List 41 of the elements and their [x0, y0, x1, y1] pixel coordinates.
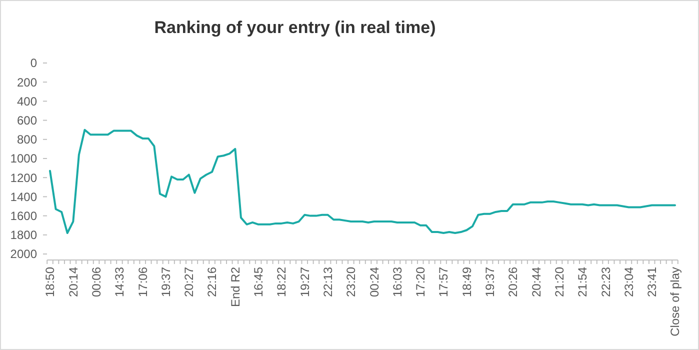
y-tick-label: 2000 [10, 247, 38, 262]
x-tick-label: 21:54 [576, 266, 590, 298]
x-tick-label: 19:37 [483, 266, 498, 298]
chart-title: Ranking of your entry (in real time) [154, 18, 436, 37]
line-series [49, 128, 676, 234]
x-tick-label: 18:49 [460, 266, 474, 298]
y-tick-label: 1600 [10, 209, 38, 223]
x-tick-label: 18:50 [43, 266, 58, 298]
y-tick-label: 400 [16, 94, 38, 108]
x-tick-label: 23:04 [622, 266, 636, 298]
y-tick-label: 200 [16, 75, 38, 90]
x-tick-label: 16:03 [390, 266, 404, 298]
x-tick-label: 17:06 [136, 266, 150, 298]
x-tick-label: 22:13 [320, 266, 335, 298]
x-tick-label: 18:22 [274, 266, 289, 298]
x-tick-label: 20:14 [66, 266, 80, 298]
y-tick-label: 1800 [10, 228, 38, 242]
y-tick-label: 600 [16, 114, 38, 128]
x-tick-label: 21:20 [552, 266, 566, 298]
y-tick-label: 1400 [10, 190, 38, 204]
x-tick-label: 17:57 [436, 266, 451, 298]
y-tick-label: 1200 [10, 170, 38, 185]
x-tick-label: End R2 [228, 266, 242, 308]
y-tick-label: 1000 [10, 152, 38, 166]
x-tick-label: 14:33 [112, 266, 127, 298]
x-tick-label: 22:23 [598, 266, 613, 298]
y-tick-label: 0 [30, 56, 38, 70]
x-tick-label: 19:37 [158, 266, 173, 298]
x-tick-label: 00:24 [367, 266, 382, 298]
x-tick-label: 16:45 [252, 266, 266, 298]
y-tick-label: 800 [16, 132, 38, 147]
x-tick-label: 20:26 [506, 266, 520, 298]
x-tick-label: 23:41 [645, 266, 660, 298]
x-tick-label: 23:20 [344, 266, 358, 298]
x-tick-label: 19:27 [298, 266, 312, 298]
x-tick-label: 20:27 [182, 266, 196, 298]
x-tick-label: 00:06 [89, 266, 104, 298]
x-tick-label: 17:20 [414, 266, 428, 298]
x-tick-label: 20:44 [529, 266, 544, 298]
x-tick-label: 22:16 [205, 266, 220, 298]
x-tick-label: Close of play [668, 267, 682, 336]
